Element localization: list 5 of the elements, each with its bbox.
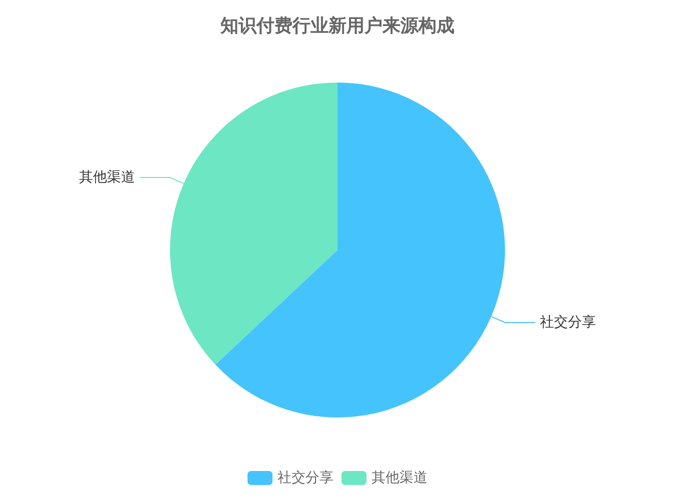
chart-title: 知识付费行业新用户来源构成 xyxy=(220,16,454,36)
slice-label: 社交分享 xyxy=(540,314,596,330)
slice-label: 其他渠道 xyxy=(79,170,136,186)
legend-label: 社交分享 xyxy=(278,470,334,486)
legend-label: 其他渠道 xyxy=(372,470,428,486)
